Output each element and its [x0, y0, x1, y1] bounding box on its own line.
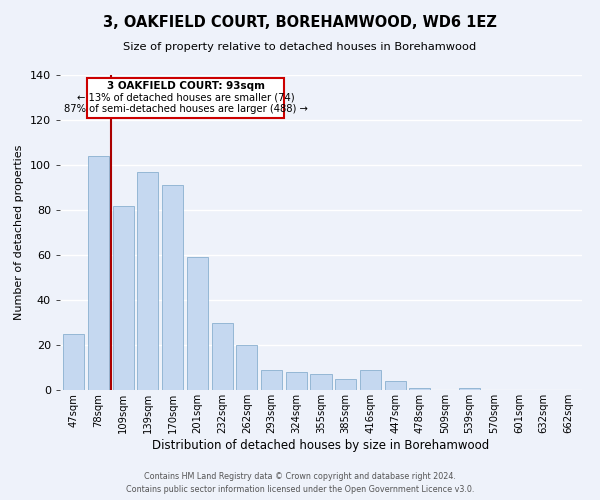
Text: 87% of semi-detached houses are larger (488) →: 87% of semi-detached houses are larger (…: [64, 104, 307, 115]
Y-axis label: Number of detached properties: Number of detached properties: [14, 145, 24, 320]
Bar: [212, 322, 233, 390]
Text: Size of property relative to detached houses in Borehamwood: Size of property relative to detached ho…: [124, 42, 476, 52]
Bar: [335, 379, 356, 390]
X-axis label: Distribution of detached houses by size in Borehamwood: Distribution of detached houses by size …: [152, 438, 490, 452]
Bar: [409, 388, 430, 390]
Bar: [261, 370, 282, 390]
Text: 3 OAKFIELD COURT: 93sqm: 3 OAKFIELD COURT: 93sqm: [107, 80, 265, 90]
Text: Contains public sector information licensed under the Open Government Licence v3: Contains public sector information licen…: [126, 484, 474, 494]
Bar: [187, 257, 208, 390]
Bar: [385, 381, 406, 390]
Bar: [459, 388, 480, 390]
Text: Contains HM Land Registry data © Crown copyright and database right 2024.: Contains HM Land Registry data © Crown c…: [144, 472, 456, 481]
Bar: [137, 172, 158, 390]
Text: 3, OAKFIELD COURT, BOREHAMWOOD, WD6 1EZ: 3, OAKFIELD COURT, BOREHAMWOOD, WD6 1EZ: [103, 15, 497, 30]
Bar: [360, 370, 381, 390]
Bar: [286, 372, 307, 390]
Bar: [162, 185, 183, 390]
Bar: [113, 206, 134, 390]
Bar: [63, 334, 84, 390]
Bar: [310, 374, 332, 390]
Text: ← 13% of detached houses are smaller (74): ← 13% of detached houses are smaller (74…: [77, 92, 295, 102]
Bar: [88, 156, 109, 390]
Bar: [236, 345, 257, 390]
FancyBboxPatch shape: [87, 78, 284, 118]
